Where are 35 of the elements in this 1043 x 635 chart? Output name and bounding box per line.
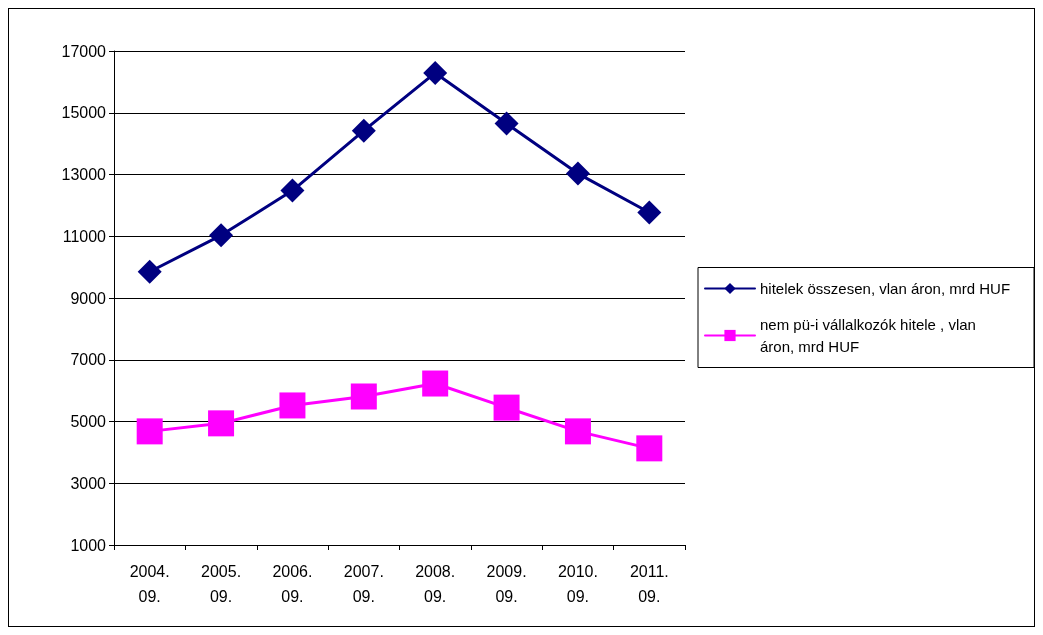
y-tick-label: 13000 [61, 166, 107, 183]
x-tick-label: 2011. 09. [629, 563, 669, 605]
point [493, 394, 520, 421]
point [636, 435, 663, 462]
y-tick-label: 9000 [70, 289, 107, 307]
point [422, 370, 449, 397]
point [637, 200, 662, 225]
point [280, 178, 305, 203]
point [565, 161, 590, 186]
point [564, 418, 591, 445]
point [209, 223, 234, 248]
x-tick-label: 2007. 09. [343, 563, 384, 605]
point [137, 259, 162, 284]
x-tick-label: 2008. 09. [415, 563, 456, 605]
y-tick-label: 3000 [70, 474, 107, 492]
x-tick-label: 2009. 09. [486, 563, 527, 605]
x-tick-label: 2006. 09. [272, 563, 313, 605]
y-tick-label: 17000 [61, 42, 107, 60]
y-tick-label: 7000 [70, 351, 107, 369]
x-tick-label: 2004. 09. [129, 563, 170, 605]
point [279, 392, 306, 419]
point [351, 118, 376, 143]
point [136, 418, 163, 445]
legend-label: nem pü-i vállalkozók hitele , vlan áron, mrd HUF [760, 316, 981, 355]
x-tick-label: 2005. 09. [201, 563, 242, 605]
point [423, 60, 448, 85]
point [350, 383, 377, 410]
y-tick-label: 5000 [70, 413, 107, 430]
y-tick-label: 15000 [61, 104, 107, 122]
y-tick-label: 1000 [70, 536, 107, 554]
x-tick-label: 2010. 09. [557, 563, 598, 605]
point [208, 410, 235, 437]
legend-label: hitelek összesen, vlan áron, mrd HUF [760, 280, 1011, 297]
point [494, 111, 519, 136]
y-tick-label: 11000 [62, 227, 107, 245]
